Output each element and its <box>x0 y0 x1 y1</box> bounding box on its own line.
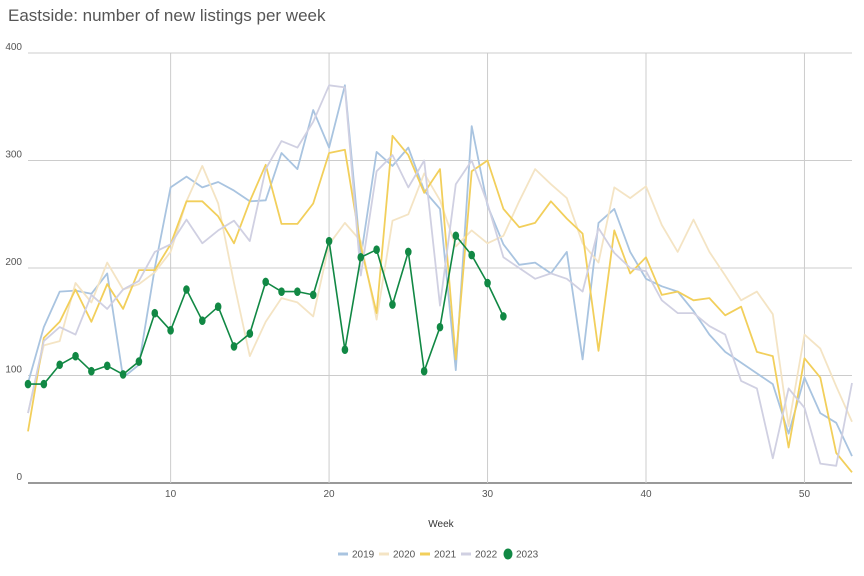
data-point-2023 <box>72 351 79 361</box>
legend-label-2023: 2023 <box>516 550 539 561</box>
data-point-2023 <box>373 245 380 255</box>
data-point-2023 <box>325 236 333 246</box>
data-point-2023 <box>436 322 444 332</box>
data-point-2023 <box>278 287 285 296</box>
data-point-2023 <box>309 290 317 300</box>
y-tick-label: 200 <box>5 257 22 268</box>
data-point-2023 <box>88 366 95 376</box>
series-line-2022 <box>27 84 853 467</box>
series-line-2023 <box>28 235 505 385</box>
chart-title: Eastside: number of new listings per wee… <box>8 6 326 25</box>
y-tick-label: 400 <box>5 42 22 53</box>
legend-label-2022: 2022 <box>475 550 498 561</box>
legend-label-2019: 2019 <box>352 550 375 561</box>
data-point-2023 <box>119 370 127 379</box>
data-point-2023 <box>199 316 206 325</box>
data-point-2023 <box>135 357 143 366</box>
legend-label-2021: 2021 <box>434 550 457 561</box>
series-line-2020 <box>27 164 853 427</box>
x-tick-label: 30 <box>482 489 494 500</box>
x-tick-label: 40 <box>640 489 652 500</box>
data-point-2023 <box>484 278 491 288</box>
data-point-2023 <box>246 329 254 338</box>
data-point-2023 <box>500 312 507 321</box>
data-point-2023 <box>294 287 301 296</box>
data-point-2023 <box>420 366 428 376</box>
legend-label-2020: 2020 <box>393 550 416 561</box>
data-point-2023 <box>230 342 238 351</box>
data-point-2023 <box>389 300 396 309</box>
data-point-2023 <box>341 345 349 355</box>
y-tick-label: 300 <box>5 150 22 161</box>
data-point-2023 <box>24 379 32 389</box>
data-point-2023 <box>103 361 111 371</box>
data-point-2023 <box>56 360 63 370</box>
data-point-2023 <box>40 379 48 389</box>
series-line-2019 <box>27 84 853 457</box>
data-point-2023 <box>468 250 475 260</box>
x-axis-label: Week <box>428 519 454 530</box>
data-point-2023 <box>183 285 190 294</box>
data-point-2023 <box>214 302 222 312</box>
series-line-2021 <box>27 134 853 473</box>
data-point-2023 <box>167 326 174 335</box>
x-tick-label: 20 <box>324 489 336 500</box>
y-tick-label: 0 <box>16 472 22 483</box>
x-tick-label: 50 <box>799 489 811 500</box>
legend-marker-2023 <box>503 548 513 560</box>
data-point-2023 <box>452 231 460 241</box>
data-point-2023 <box>405 247 412 257</box>
data-point-2023 <box>357 252 365 262</box>
data-point-2023 <box>262 277 269 287</box>
y-tick-label: 100 <box>5 365 22 376</box>
x-tick-label: 10 <box>165 489 177 500</box>
data-point-2023 <box>151 308 159 318</box>
